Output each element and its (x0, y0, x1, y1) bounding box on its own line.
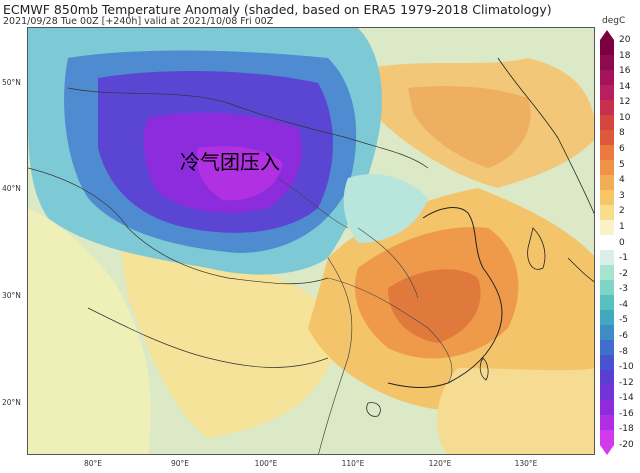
colorbar-segment (600, 250, 614, 266)
colorbar-tick-label: -6 (619, 330, 628, 341)
lon-label: 80°E (83, 459, 103, 468)
colorbar-segment (600, 220, 614, 236)
korea-outline (527, 227, 546, 270)
warm-patch-sea (437, 368, 594, 454)
colorbar-tick-label: -3 (619, 284, 628, 295)
hainan-outline (366, 402, 381, 417)
map-annotation: 冷气团压入 (180, 150, 280, 174)
colorbar-segment (600, 115, 614, 131)
colorbar-segment (600, 385, 614, 401)
lon-label: 110°E (341, 459, 365, 468)
border-north (67, 87, 429, 169)
colorbar-segment (600, 430, 614, 446)
colorbar-tick-label: 2 (619, 206, 625, 217)
colorbar-tick-label: -14 (619, 393, 634, 404)
colorbar-tick-label: -18 (619, 424, 634, 435)
colorbar (600, 30, 614, 455)
colorbar-tick-label: -1 (619, 253, 628, 264)
colorbar-tick-label: 0 (619, 237, 625, 248)
colorbar-tick-label: 6 (619, 144, 625, 155)
colorbar-tick-label: 16 (619, 66, 631, 77)
colorbar-segment (600, 40, 614, 56)
lon-label: 90°E (170, 459, 190, 468)
border-southwest (318, 257, 353, 454)
lat-label: 30°N (2, 291, 21, 300)
colorbar-tick-label: -20 (619, 440, 634, 450)
colorbar-segment (600, 340, 614, 356)
colorbar-unit: degC (602, 16, 626, 26)
chart-subtitle: 2021/09/28 Tue 00Z [+240h] valid at 2021… (3, 16, 274, 27)
province-line-1 (327, 277, 453, 384)
colorbar-tick-label: 20 (619, 35, 631, 45)
chart-title: ECMWF 850mb Temperature Anomaly (shaded,… (3, 2, 552, 17)
warm-core-northeast (408, 86, 531, 168)
lat-label: 40°N (2, 184, 21, 193)
colorbar-tick-label: 14 (619, 81, 631, 92)
colorbar-tick-label: 10 (619, 112, 631, 123)
coastline-east (387, 207, 503, 388)
colorbar-segment (600, 355, 614, 371)
colorbar-segment (600, 100, 614, 116)
warm-hotspot-east (388, 269, 481, 343)
anomaly-map (28, 28, 594, 454)
colorbar-tick-label: 4 (619, 175, 625, 186)
colorbar-segment (600, 175, 614, 191)
japan-outline (567, 257, 594, 283)
colorbar-segment (600, 160, 614, 176)
colorbar-segment (600, 370, 614, 386)
colorbar-tick-label: -4 (619, 299, 628, 310)
colorbar-tick-label: 18 (619, 50, 631, 61)
border-south (87, 307, 329, 368)
colorbar-tick-label: -10 (619, 362, 634, 373)
colorbar-segment (600, 70, 614, 86)
colorbar-segment (600, 130, 614, 146)
warm-patch-tibet (118, 228, 336, 438)
colorbar-tick-label: -2 (619, 268, 628, 279)
lon-label: 130°E (514, 459, 538, 468)
lon-label: 120°E (428, 459, 452, 468)
warm-patch-west (28, 208, 151, 454)
colorbar-tick-label: 8 (619, 128, 625, 139)
lon-label: 100°E (254, 459, 278, 468)
lat-label: 50°N (2, 78, 21, 87)
colorbar-tick-label: 5 (619, 159, 625, 170)
map-panel (27, 27, 595, 455)
colorbar-segment (600, 325, 614, 341)
taiwan-outline (479, 357, 489, 381)
coastline-northeast (497, 57, 594, 215)
colorbar-tick-label: 12 (619, 97, 631, 108)
colorbar-tick-label: -12 (619, 377, 634, 388)
colorbar-tick-label: -8 (619, 346, 628, 357)
colorbar-segment (600, 145, 614, 161)
cold-center (196, 146, 283, 201)
colorbar-segment (600, 280, 614, 296)
colorbar-segment (600, 400, 614, 416)
colorbar-segment (600, 55, 614, 71)
colorbar-segment (600, 295, 614, 311)
lat-label: 20°N (2, 398, 21, 407)
colorbar-tick-label: 1 (619, 221, 625, 232)
colorbar-arrow-bottom (600, 445, 614, 455)
colorbar-segment (600, 265, 614, 281)
colorbar-segment (600, 85, 614, 101)
colorbar-segment (600, 235, 614, 251)
border-west (28, 167, 329, 285)
colorbar-tick-label: -5 (619, 315, 628, 326)
province-line-3 (277, 177, 349, 229)
colorbar-segment (600, 310, 614, 326)
cool-fringe-north (343, 174, 428, 243)
colorbar-segment (600, 415, 614, 431)
colorbar-tick-label: 3 (619, 190, 625, 201)
colorbar-arrow-top (600, 30, 614, 40)
colorbar-tick-label: -16 (619, 408, 634, 419)
colorbar-segment (600, 205, 614, 221)
colorbar-segment (600, 190, 614, 206)
province-line-2 (357, 227, 419, 299)
